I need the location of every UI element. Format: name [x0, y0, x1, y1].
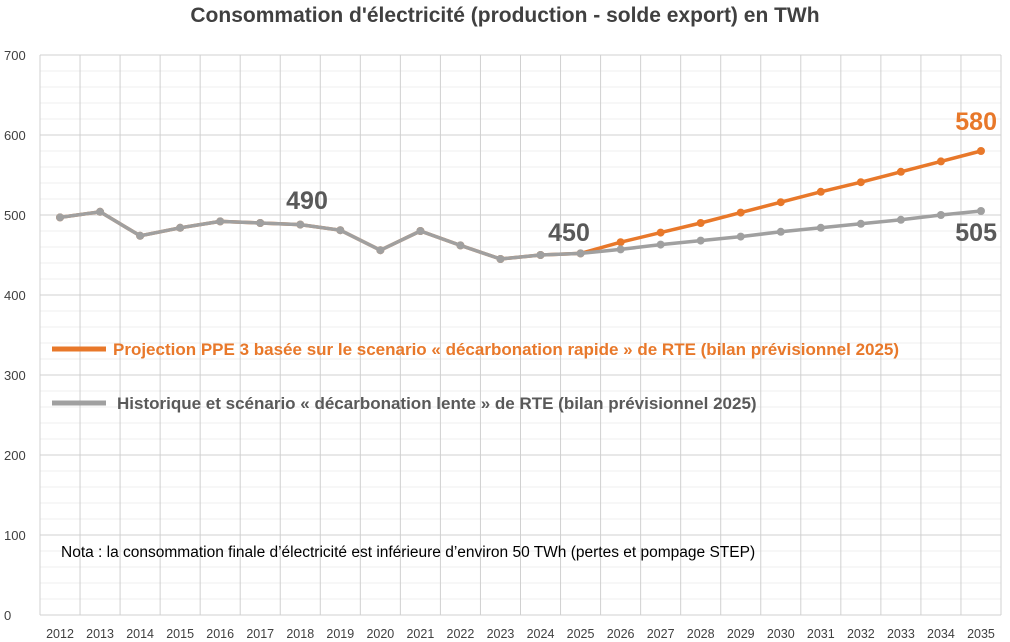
- x-tick-label: 2021: [406, 627, 434, 641]
- y-tick-label: 300: [4, 368, 26, 383]
- data-point: [896, 167, 905, 176]
- annotation-450: 450: [548, 219, 590, 247]
- data-point: [776, 227, 785, 236]
- data-point: [56, 213, 65, 222]
- x-tick-label: 2016: [206, 627, 234, 641]
- data-point: [296, 220, 305, 229]
- x-tick-label: 2014: [126, 627, 154, 641]
- data-point: [936, 157, 945, 166]
- y-tick-label: 100: [4, 528, 26, 543]
- data-point: [96, 207, 105, 216]
- data-point: [576, 249, 585, 258]
- series-lente: [56, 207, 985, 263]
- x-tick-label: 2018: [286, 627, 314, 641]
- data-point: [776, 198, 785, 207]
- data-point: [816, 187, 825, 196]
- data-point: [416, 227, 425, 235]
- data-point: [376, 246, 385, 255]
- y-tick-label: 400: [4, 288, 26, 303]
- x-tick-label: 2019: [326, 627, 354, 641]
- data-point: [616, 238, 625, 247]
- y-tick-label: 200: [4, 448, 26, 463]
- data-point: [976, 147, 985, 155]
- x-tick-label: 2033: [887, 627, 915, 641]
- data-point: [176, 223, 185, 232]
- annotations: 490 450 580 505: [286, 108, 997, 247]
- series-line: [58, 209, 983, 261]
- data-point: [696, 236, 705, 245]
- y-tick-label: 600: [4, 128, 26, 143]
- data-point: [256, 219, 265, 227]
- x-tick-label: 2020: [366, 627, 394, 641]
- x-tick-label: 2013: [86, 627, 114, 641]
- data-point: [216, 217, 225, 226]
- data-point: [336, 226, 345, 235]
- data-point: [936, 211, 945, 219]
- x-tick-label: 2035: [967, 627, 995, 641]
- data-point: [656, 228, 665, 237]
- data-point: [736, 208, 745, 217]
- x-axis-ticks: 2012 2013 2014 2015 2016 2017 2018 2019 2020 2021…: [46, 627, 995, 641]
- data-point: [656, 240, 665, 249]
- legend: Projection PPE 3 basée sur le scenario «…: [52, 340, 899, 413]
- x-tick-label: 2015: [166, 627, 194, 641]
- x-tick-label: 2029: [727, 627, 755, 641]
- legend-label-lente: Historique et scénario « décarbonation l…: [117, 394, 757, 413]
- data-point: [736, 232, 745, 241]
- data-point: [456, 241, 465, 250]
- gridlines: [39, 54, 1002, 616]
- data-point: [536, 251, 545, 259]
- data-point: [696, 219, 705, 227]
- annotation-490: 490: [286, 187, 328, 215]
- x-tick-label: 2027: [647, 627, 675, 641]
- series-group: [56, 147, 985, 263]
- x-tick-label: 2017: [246, 627, 274, 641]
- x-tick-label: 2030: [767, 627, 795, 641]
- x-tick-label: 2023: [487, 627, 515, 641]
- x-tick-label: 2031: [807, 627, 835, 641]
- x-tick-label: 2028: [687, 627, 715, 641]
- chart-title: Consommation d'électricité (production -…: [190, 4, 819, 27]
- data-point: [856, 219, 865, 228]
- data-point: [496, 255, 505, 263]
- y-tick-label: 700: [4, 48, 26, 63]
- x-tick-label: 2022: [447, 627, 475, 641]
- annotation-580: 580: [955, 108, 997, 136]
- data-point: [616, 245, 625, 254]
- data-point: [976, 207, 985, 215]
- x-tick-label: 2012: [46, 627, 74, 641]
- x-tick-label: 2025: [567, 627, 595, 641]
- y-tick-label: 0: [4, 608, 11, 623]
- data-point: [896, 215, 905, 224]
- annotation-505: 505: [955, 219, 997, 247]
- x-tick-label: 2024: [527, 627, 555, 641]
- data-point: [816, 223, 825, 232]
- y-tick-label: 500: [4, 208, 26, 223]
- legend-label-rapide: Projection PPE 3 basée sur le scenario «…: [113, 340, 899, 359]
- chart-note: Nota : la consommation finale d’électric…: [61, 544, 755, 561]
- x-tick-label: 2032: [847, 627, 875, 641]
- x-tick-label: 2026: [607, 627, 635, 641]
- data-point: [856, 178, 865, 187]
- y-axis-ticks: 0 100 200 300 400 500 600 700: [4, 48, 26, 623]
- x-tick-label: 2034: [927, 627, 955, 641]
- data-point: [136, 231, 145, 240]
